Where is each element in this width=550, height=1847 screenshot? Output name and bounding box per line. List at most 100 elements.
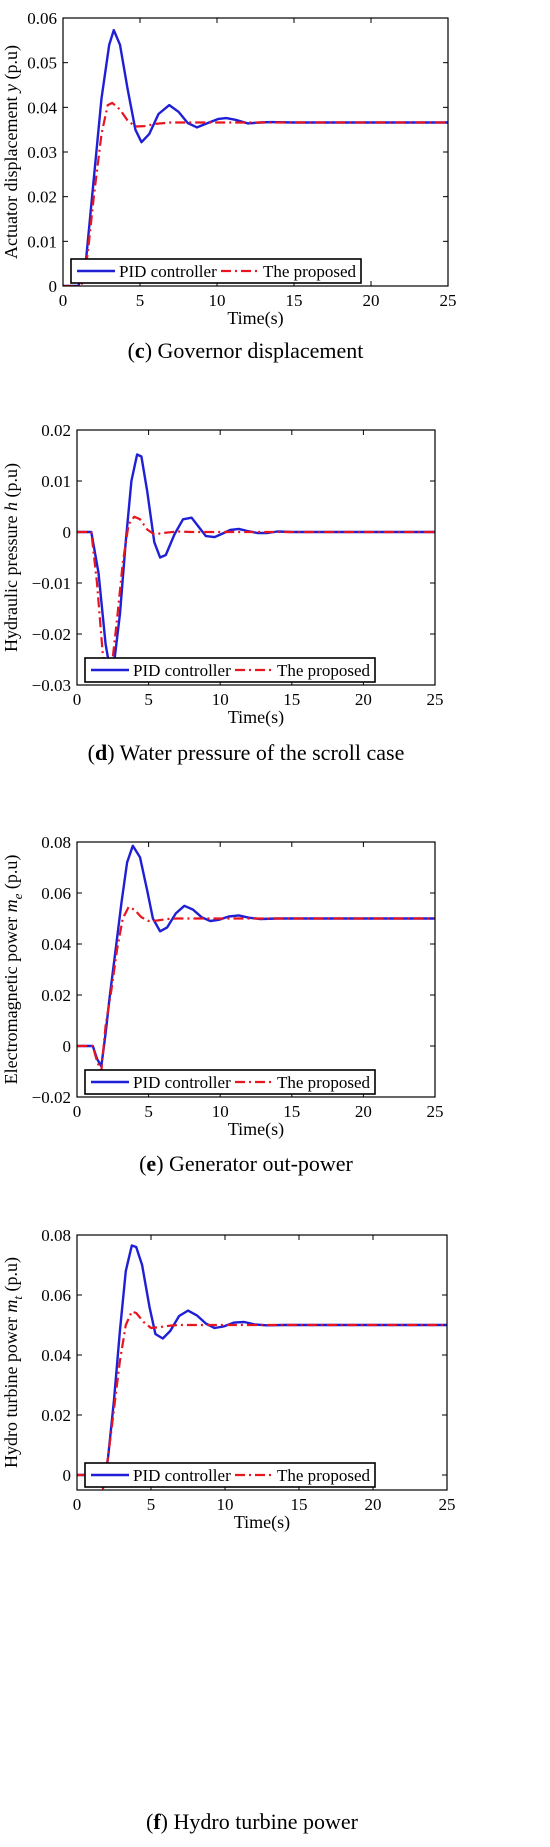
- y-axis-label-text: Actuator displacement: [1, 92, 21, 259]
- legend-box: [84, 1069, 376, 1095]
- caption-paren-open: (: [88, 740, 95, 765]
- series-group: [63, 28, 448, 286]
- x-tick-label: 0: [73, 690, 82, 709]
- legend: PID controller The proposed: [84, 1069, 376, 1095]
- y-tick-label: 0.04: [41, 935, 71, 954]
- y-tick-label: 0.02: [41, 1406, 71, 1425]
- y-tick-label: −0.03: [32, 676, 71, 695]
- y-tick-label: 0: [49, 277, 58, 296]
- y-axis-label-text: Hydro turbine power: [1, 1313, 21, 1468]
- y-axis-label: Electromagnetic power me (p.u): [1, 855, 25, 1085]
- x-tick-label: 25: [440, 291, 457, 310]
- series-line-the-proposed: [77, 515, 435, 677]
- caption-letter: c: [135, 338, 145, 363]
- x-tick-label: 5: [136, 291, 145, 310]
- y-axis-label-variable: m: [1, 1300, 21, 1313]
- y-axis-label-unit: (p.u): [1, 463, 22, 502]
- plot-frame: [76, 1234, 448, 1491]
- y-tick-label: 0.04: [27, 98, 57, 117]
- y-tick-label: 0.02: [41, 986, 71, 1005]
- x-tick-label: 20: [355, 690, 372, 709]
- x-tick-label: 25: [439, 1495, 456, 1514]
- plot-frame: [76, 429, 436, 686]
- y-tick-label: 0.02: [27, 188, 57, 207]
- caption-text: Generator out-power: [164, 1151, 354, 1176]
- series-group: [77, 844, 435, 1073]
- caption-text: Water pressure of the scroll case: [115, 740, 405, 765]
- plot-frame: [76, 841, 436, 1098]
- y-axis-label: Actuator displacement y (p.u): [1, 45, 22, 259]
- y-axis-label-variable: y: [1, 84, 21, 94]
- x-tick-label: 0: [73, 1102, 82, 1121]
- caption-paren-close: ): [145, 338, 152, 363]
- y-axis-label-variable: h: [1, 502, 21, 511]
- legend: PID controller The proposed: [84, 657, 376, 683]
- series-line-pid-controller: [77, 1244, 447, 1489]
- series-line-the-proposed: [63, 101, 448, 286]
- x-tick-label: 20: [363, 291, 380, 310]
- x-tick-label: 20: [365, 1495, 382, 1514]
- x-axis-label: Time(s): [228, 707, 284, 728]
- y-axis-label-unit: (p.u): [1, 1257, 22, 1296]
- caption-paren-close: ): [161, 1809, 168, 1834]
- chart-panel-f: 0 5 10 15 20 25 0 0.02 0.04 0.06 0.08 PID controlle…: [1, 1226, 456, 1834]
- y-tick-label: 0.01: [27, 232, 57, 251]
- figure-caption: (d) Water pressure of the scroll case: [88, 740, 405, 765]
- y-axis-label: Hydraulic pressure h (p.u): [1, 463, 22, 652]
- y-axis-label-subscript: e: [10, 893, 25, 899]
- x-tick-label: 15: [286, 291, 303, 310]
- y-tick-label: 0: [63, 523, 72, 542]
- series-group: [77, 1244, 447, 1490]
- x-tick-label: 10: [212, 1102, 229, 1121]
- caption-letter: f: [153, 1809, 161, 1834]
- caption-text: Governor displacement: [152, 338, 363, 363]
- x-tick-label: 15: [283, 1102, 300, 1121]
- series-line-pid-controller: [63, 28, 448, 286]
- x-tick-label: 10: [212, 690, 229, 709]
- caption-letter: d: [95, 740, 107, 765]
- y-axis-label-unit: (p.u): [1, 45, 22, 84]
- x-tick-label: 25: [427, 1102, 444, 1121]
- caption-paren-open: (: [139, 1151, 146, 1176]
- series-line-the-proposed: [77, 905, 435, 1073]
- x-tick-label: 25: [427, 690, 444, 709]
- legend-box: [84, 1462, 376, 1488]
- y-tick-label: −0.01: [32, 574, 71, 593]
- y-axis-label-variable: m: [1, 899, 21, 912]
- x-axis-label: Time(s): [234, 1512, 290, 1533]
- x-axis-label: Time(s): [227, 308, 283, 329]
- caption-paren-open: (: [146, 1809, 153, 1834]
- y-tick-label: 0: [63, 1037, 72, 1056]
- legend-label-the-proposed: The proposed: [277, 1073, 371, 1092]
- caption-paren-close: ): [156, 1151, 163, 1176]
- legend-box: [70, 258, 362, 284]
- caption-text: Hydro turbine power: [168, 1809, 359, 1834]
- y-tick-label: 0.08: [41, 1226, 71, 1245]
- y-tick-label: 0.02: [41, 421, 71, 440]
- y-tick-label: 0.04: [41, 1346, 71, 1365]
- figure-caption: (f) Hydro turbine power: [146, 1809, 359, 1834]
- y-tick-label: 0.01: [41, 472, 71, 491]
- figure-caption: (e) Generator out-power: [139, 1151, 353, 1176]
- x-tick-label: 10: [209, 291, 226, 310]
- y-tick-label: 0.06: [41, 1286, 71, 1305]
- legend-label-the-proposed: The proposed: [277, 1466, 371, 1485]
- y-axis-label-text: Electromagnetic power: [1, 912, 21, 1084]
- x-tick-label: 15: [283, 690, 300, 709]
- y-tick-label: −0.02: [32, 1088, 71, 1107]
- legend-box: [84, 657, 376, 683]
- legend-label-the-proposed: The proposed: [263, 262, 357, 281]
- y-tick-label: 0.08: [41, 833, 71, 852]
- series-line-pid-controller: [77, 844, 435, 1068]
- x-tick-label: 15: [291, 1495, 308, 1514]
- y-tick-label: 0.06: [41, 884, 71, 903]
- caption-letter: e: [146, 1151, 156, 1176]
- chart-panel-c: 0 5 10 15 20 25 0 0.01 0.02 0.03 0.04 0.05 0.06 PID c…: [1, 9, 457, 363]
- figure-caption: (c) Governor displacement: [128, 338, 364, 363]
- legend-label-pid-controller: PID controller: [133, 1073, 231, 1092]
- y-tick-label: 0: [63, 1466, 72, 1485]
- legend-label-pid-controller: PID controller: [133, 661, 231, 680]
- y-tick-label: −0.02: [32, 625, 71, 644]
